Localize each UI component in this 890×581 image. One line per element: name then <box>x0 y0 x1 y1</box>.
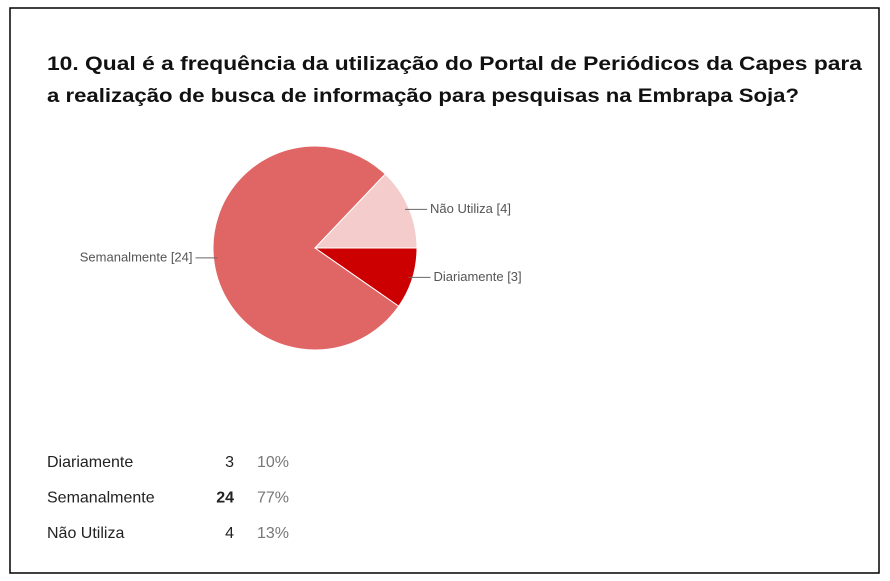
row-name: Semanalmente <box>47 490 155 507</box>
title-line: 10. Qual é a frequência da utilização do… <box>47 54 863 75</box>
title-line: a realização de busca de informação para… <box>47 86 799 107</box>
row-count: 3 <box>225 454 234 471</box>
row-percent: 10% <box>257 454 289 471</box>
row-count: 4 <box>225 525 234 542</box>
slice-label: Diariamente [3] <box>434 269 522 284</box>
slice-label: Semanalmente [24] <box>80 249 193 264</box>
slice-label: Não Utiliza [4] <box>430 201 511 216</box>
row-name: Diariamente <box>47 454 133 471</box>
row-name: Não Utiliza <box>47 525 124 542</box>
pie-slice <box>313 173 418 249</box>
row-count: 24 <box>216 490 234 507</box>
row-percent: 13% <box>257 525 289 542</box>
frame <box>9 7 880 574</box>
row-percent: 77% <box>257 490 289 507</box>
